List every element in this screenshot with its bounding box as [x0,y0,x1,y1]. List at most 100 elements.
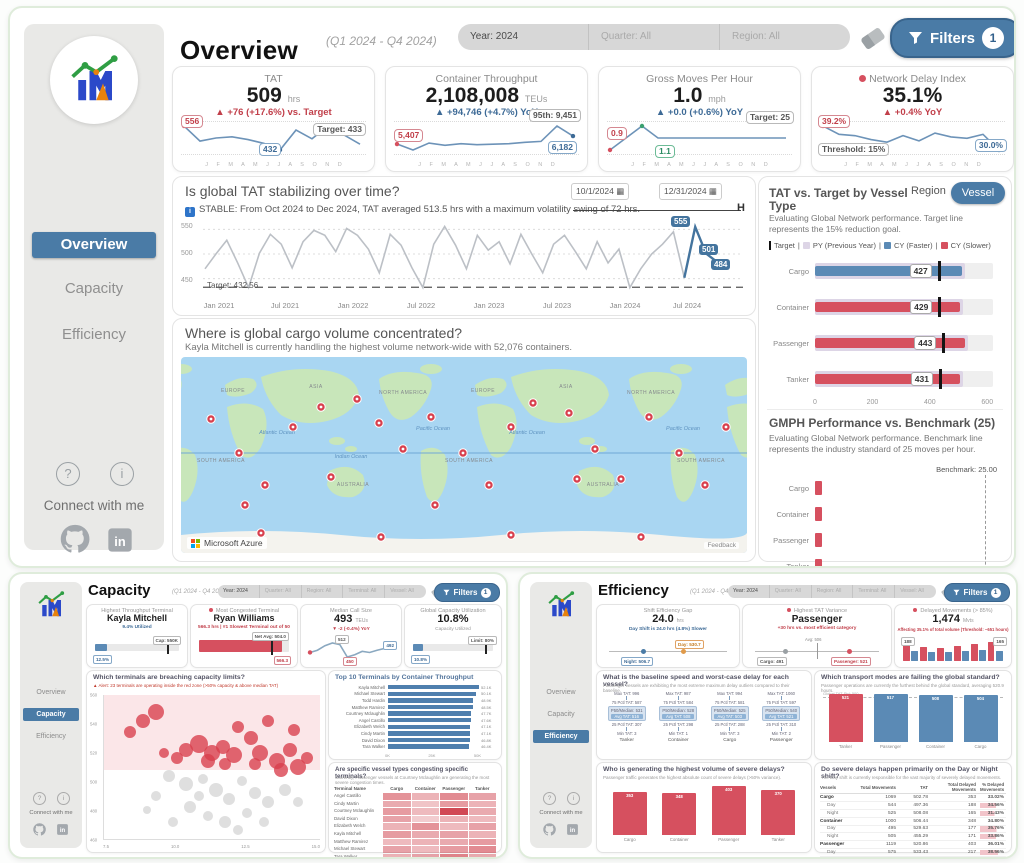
kpi-card-global-utilization[interactable]: Global Capacity Utilization 10.8% Capaci… [404,604,502,668]
filter-vessel[interactable]: Vessel: All [894,585,936,598]
scatter-bubble[interactable] [190,734,209,753]
heatmap-cell[interactable] [468,838,496,846]
heatmap-cell[interactable] [411,838,439,846]
scatter-bubble[interactable] [179,777,194,792]
heatmap-cell[interactable] [383,846,411,853]
port-marker[interactable] [674,448,684,458]
scatter-bubble[interactable] [147,704,164,721]
filter-quarter[interactable]: Quarter: All [768,585,811,598]
top10-row[interactable]: Cindy Martin 47.1K [333,730,497,737]
filter-region[interactable]: Region: All [719,24,850,50]
github-icon[interactable] [58,522,92,556]
scatter-bubble[interactable] [171,752,184,765]
kpi-card-delayed-movements[interactable]: Delayed Movements (> 85%) 1,474 Mvts Aff… [894,604,1012,668]
scatter-bubble[interactable] [249,786,262,799]
scatter-bubble[interactable] [301,752,314,765]
table-row[interactable]: Day 544 497.36 188 34.56% [820,802,1006,810]
table-row[interactable]: Passenger 1119 520.86 403 36.01% [820,841,1006,850]
table-header-cell[interactable]: Vessels [820,784,837,790]
table-row[interactable]: Cargo 1069 502.78 353 33.02% [820,794,1006,802]
throughput-bar[interactable] [388,724,471,730]
heatmap-cell[interactable] [383,823,411,830]
filters-button[interactable]: Filters 1 [434,583,500,602]
port-marker[interactable] [234,448,244,458]
sidebar-item-overview[interactable]: Overview [36,689,66,696]
vessel-bar-track[interactable]: 431 [815,369,993,389]
port-marker[interactable] [644,412,654,422]
column-group[interactable]: 403 Passenger [711,786,746,842]
heatmap-cell[interactable] [383,815,411,823]
kpi-card-tat[interactable]: TAT 509 hrs ▲ +76 (+17.6%) vs. Target 55… [172,66,375,172]
throughput-bar[interactable] [388,704,473,710]
mini-bar[interactable] [979,650,987,661]
heatmap-cell[interactable] [440,823,468,830]
top10-row[interactable]: Todd Hardin 48.9K [333,697,497,704]
whisker-group[interactable]: Max TAT: 994 75 Pctl TAT: 581 P50/Median: … [704,691,756,757]
heatmap-cell[interactable] [440,793,468,800]
heatmap-cell[interactable] [440,838,468,846]
sidebar-item-capacity[interactable]: Capacity [547,711,575,718]
port-marker[interactable] [374,418,384,428]
heatmap-cell[interactable] [468,846,496,853]
heatmap-cell[interactable] [468,793,496,800]
scatter-bubble[interactable] [179,742,194,757]
heatmap-cell[interactable] [468,830,496,838]
heatmap-cell[interactable] [468,853,496,857]
scatter-bubble[interactable] [198,773,209,784]
heatmap-cell[interactable] [383,808,411,815]
info-icon[interactable]: i [57,792,70,805]
toggle-region[interactable]: Region [911,185,946,197]
mini-bar[interactable] [919,647,927,661]
date-to-input[interactable]: 12/31/2024 ▦ [659,183,722,200]
top10-row[interactable]: Tara Walker 46.4K [333,743,497,750]
scatter-bubble[interactable] [288,723,301,736]
scatter-bubble[interactable] [184,801,197,814]
column-bar[interactable]: 403 [711,786,746,835]
clear-filters-icon[interactable] [860,26,886,51]
port-marker[interactable] [528,398,538,408]
port-marker[interactable] [636,532,646,542]
scatter-bubble[interactable] [143,806,152,815]
github-icon[interactable] [32,822,47,837]
heatmap-cell[interactable] [440,846,468,853]
column-bar[interactable]: 353 [612,792,647,835]
sidebar-item-efficiency[interactable]: Efficiency [36,733,66,740]
port-marker[interactable] [590,444,600,454]
port-marker[interactable] [458,448,468,458]
heatmap-cell[interactable] [411,808,439,815]
cy-bar[interactable] [815,374,961,384]
kpi-card-most-congested[interactable]: Most Congested Terminal Ryan Williams 56… [190,604,298,668]
kpi-card-tat-variance[interactable]: Highest TAT Variance Passenger +30 hrs v… [742,604,892,668]
date-from-input[interactable]: 10/1/2024 ▦ [571,183,630,200]
column-group[interactable]: 348 Container [662,792,697,842]
port-marker[interactable] [430,500,440,510]
column-group[interactable]: 370 Tanker [761,790,796,842]
port-marker[interactable] [240,500,250,510]
table-header-cell[interactable]: Total Movements [860,784,896,790]
port-marker[interactable] [326,472,336,482]
filter-quarter[interactable]: Quarter: All [588,24,719,50]
scatter-bubble[interactable] [159,747,170,758]
column-group[interactable]: 504 Cargo [963,695,998,749]
mini-bar[interactable] [945,652,953,661]
table-header-cell[interactable]: Total Delayed Movements [947,782,976,792]
cy-bar[interactable] [815,338,965,348]
kpi-card-delay-index[interactable]: Network Delay Index 35.1% ▲ +0.4% YoY 39… [811,66,1014,172]
filter-region[interactable]: Region: All [300,585,343,598]
throughput-bar[interactable] [388,744,470,749]
mini-bar[interactable] [962,651,970,661]
filter-terminal[interactable]: Terminal: All [852,585,894,598]
port-marker[interactable] [206,414,216,424]
scatter-bubble[interactable] [232,825,243,836]
scatter-bubble[interactable] [218,758,231,771]
sidebar-item-capacity[interactable]: Capacity [64,280,124,297]
sidebar-item-capacity[interactable]: Capacity [23,708,79,721]
heatmap-cell[interactable] [468,815,496,823]
kpi-card-gmph[interactable]: Gross Moves Per Hour 1.0 mph ▲ +0.0 (+0.… [598,66,801,172]
whisker-group[interactable]: Max TAT: 1060 75 Pctl TAT: 597 P50/Median:… [756,691,808,757]
info-icon[interactable]: i [110,462,134,486]
scatter-bubble[interactable] [241,808,252,819]
scatter-bubble[interactable] [251,744,268,761]
vessel-bar-track[interactable]: 443 [815,333,993,353]
heatmap-cell[interactable] [411,815,439,823]
